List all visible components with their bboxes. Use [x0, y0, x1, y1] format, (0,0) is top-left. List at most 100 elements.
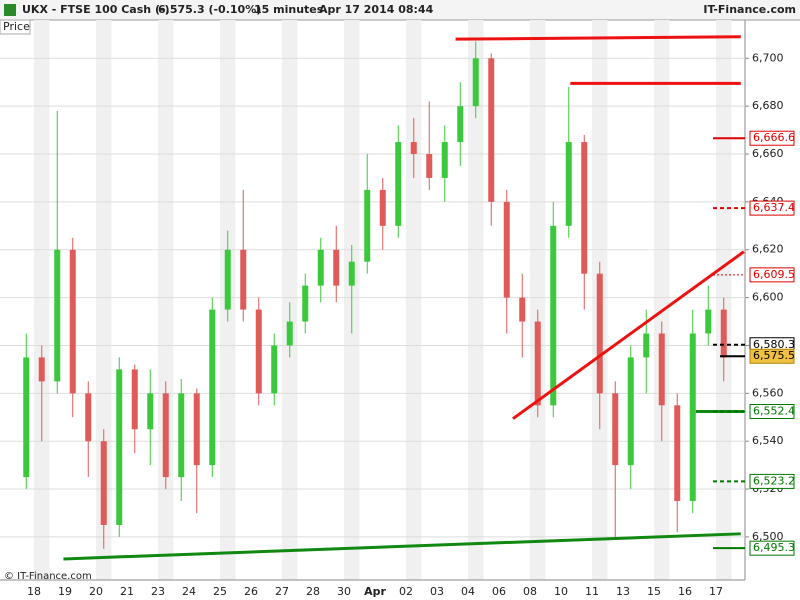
candle-body: [69, 249, 76, 394]
level-box: [749, 200, 795, 216]
candle-body: [224, 249, 231, 310]
timestamp: Apr 17 2014 08:44: [319, 3, 434, 16]
last-price: 6,575.3 (-0.10%): [158, 3, 261, 16]
candle-body: [100, 441, 107, 525]
level-label: 6,495.3: [753, 541, 795, 554]
x-tick-label: 08: [523, 585, 537, 598]
candle-body: [689, 333, 696, 502]
candle-body: [348, 261, 355, 286]
candle-body: [131, 369, 138, 430]
y-tick-label: 6,500: [752, 530, 784, 543]
x-tick-label: 25: [213, 585, 227, 598]
candle-body: [333, 249, 340, 286]
level-label: 6,575.5: [753, 349, 795, 362]
day-band: [530, 20, 546, 580]
x-tick-label: 21: [120, 585, 134, 598]
level-label: 6,580.3: [753, 338, 795, 351]
x-tick-label: 03: [430, 585, 444, 598]
trendline: [512, 250, 745, 420]
x-tick-label: 11: [585, 585, 599, 598]
candle-body: [240, 249, 247, 310]
x-tick-label: 02: [399, 585, 413, 598]
candle-body: [178, 393, 185, 478]
x-tick-label: 17: [709, 585, 723, 598]
day-band: [468, 20, 484, 580]
x-tick-label: 15: [647, 585, 661, 598]
candle-body: [379, 189, 386, 226]
candle-body: [209, 309, 216, 466]
day-band: [158, 20, 174, 580]
level-box: [749, 348, 795, 364]
candle-body: [441, 142, 448, 178]
candle-body: [426, 154, 433, 178]
trendline: [63, 532, 741, 561]
candle-body: [85, 393, 92, 442]
candle-body: [705, 309, 712, 334]
candle-body: [503, 201, 510, 298]
candle-body: [38, 357, 45, 382]
day-band: [282, 20, 298, 580]
y-tick-label: 6,620: [752, 243, 784, 256]
y-tick-label: 6,680: [752, 99, 784, 112]
candle-body: [596, 273, 603, 394]
x-tick-label: 19: [58, 585, 72, 598]
candle-body: [519, 297, 526, 322]
candle-body: [658, 333, 665, 406]
level-box: [749, 473, 795, 489]
y-tick-label: 6,700: [752, 51, 784, 64]
x-tick-label: 28: [306, 585, 320, 598]
x-tick-label: Apr: [364, 585, 386, 598]
copyright: © IT-Finance.com: [4, 571, 92, 582]
candle-body: [162, 393, 169, 478]
x-tick-label: 23: [151, 585, 165, 598]
x-tick-label: 30: [337, 585, 351, 598]
candle-body: [302, 285, 309, 322]
y-tick-label: 6,540: [752, 434, 784, 447]
brand: IT-Finance.com: [703, 3, 796, 16]
candle-body: [54, 249, 61, 382]
x-tick-label: 06: [492, 585, 506, 598]
trendline: [455, 35, 741, 41]
candle-body: [23, 357, 30, 478]
x-tick-label: 10: [554, 585, 568, 598]
level-label: 6,552.4: [753, 405, 795, 418]
header-bar: [0, 0, 800, 20]
level-label: 6,609.5: [753, 268, 795, 281]
level-label: 6,637.4: [753, 201, 795, 214]
candle-body: [317, 249, 324, 286]
candle-body: [565, 142, 572, 226]
day-band: [406, 20, 422, 580]
candle-body: [410, 142, 417, 155]
candle-body: [255, 309, 262, 394]
y-tick-label: 6,660: [752, 147, 784, 160]
candle-body: [193, 393, 200, 466]
panel-box: [0, 19, 31, 35]
candle-body: [364, 189, 371, 262]
level-label: 6,523.2: [753, 474, 795, 487]
x-tick-label: 13: [616, 585, 630, 598]
x-tick-label: 26: [244, 585, 258, 598]
candle-body: [674, 405, 681, 502]
interval: 15 minutes: [254, 3, 324, 16]
x-tick-label: 16: [678, 585, 692, 598]
panel-label: Price: [3, 20, 30, 33]
level-box: [749, 130, 795, 146]
level-box: [749, 404, 795, 420]
candle-body: [472, 58, 479, 107]
level-label: 6,666.6: [753, 131, 795, 144]
x-tick-label: 27: [275, 585, 289, 598]
day-band: [654, 20, 670, 580]
candle-body: [395, 142, 402, 226]
candle-body: [116, 369, 123, 525]
candle-body: [534, 321, 541, 406]
candle-body: [457, 106, 464, 143]
level-box: [749, 267, 795, 283]
day-band: [34, 20, 50, 580]
x-tick-label: 18: [27, 585, 41, 598]
candle-body: [147, 393, 154, 430]
day-band: [96, 20, 112, 580]
candle-body: [612, 393, 619, 466]
candle-body: [720, 309, 727, 358]
chart-title: UKX - FTSE 100 Cash (-): [22, 3, 170, 16]
